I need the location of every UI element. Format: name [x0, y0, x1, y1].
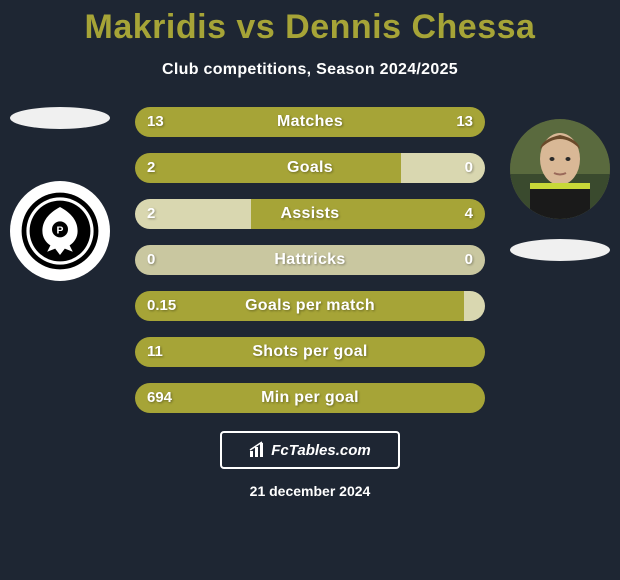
stat-bar: 694Min per goal: [135, 383, 485, 413]
stat-bar: 0.15Goals per match: [135, 291, 485, 321]
bar-label: Goals: [135, 153, 485, 183]
footer-date: 21 december 2024: [0, 483, 620, 499]
ellipse-left: [10, 107, 110, 129]
bar-label: Hattricks: [135, 245, 485, 275]
bar-label: Assists: [135, 199, 485, 229]
stat-bar: 11Shots per goal: [135, 337, 485, 367]
comparison-content: P 1313Matches 20Goals 24Assists 00Hattricks…: [0, 107, 620, 413]
subtitle: Club competitions, Season 2024/2025: [0, 61, 620, 79]
bar-label: Shots per goal: [135, 337, 485, 367]
bar-label: Goals per match: [135, 291, 485, 321]
chart-icon: [249, 441, 267, 459]
footer-brand-badge: FcTables.com: [220, 431, 400, 469]
stat-bar: 1313Matches: [135, 107, 485, 137]
bar-label: Min per goal: [135, 383, 485, 413]
page-title: Makridis vs Dennis Chessa: [0, 0, 620, 47]
stat-bar: 24Assists: [135, 199, 485, 229]
svg-text:P: P: [57, 225, 64, 236]
eagle-logo-icon: P: [20, 191, 100, 271]
club-logo-left: P: [10, 181, 110, 281]
ellipse-right: [510, 239, 610, 261]
bar-label: Matches: [135, 107, 485, 137]
comparison-bars: 1313Matches 20Goals 24Assists 00Hattricks 0.…: [135, 107, 485, 413]
player-avatar-right: [510, 119, 610, 219]
stat-bar: 20Goals: [135, 153, 485, 183]
footer-brand-text: FcTables.com: [271, 442, 370, 459]
stat-bar: 00Hattricks: [135, 245, 485, 275]
